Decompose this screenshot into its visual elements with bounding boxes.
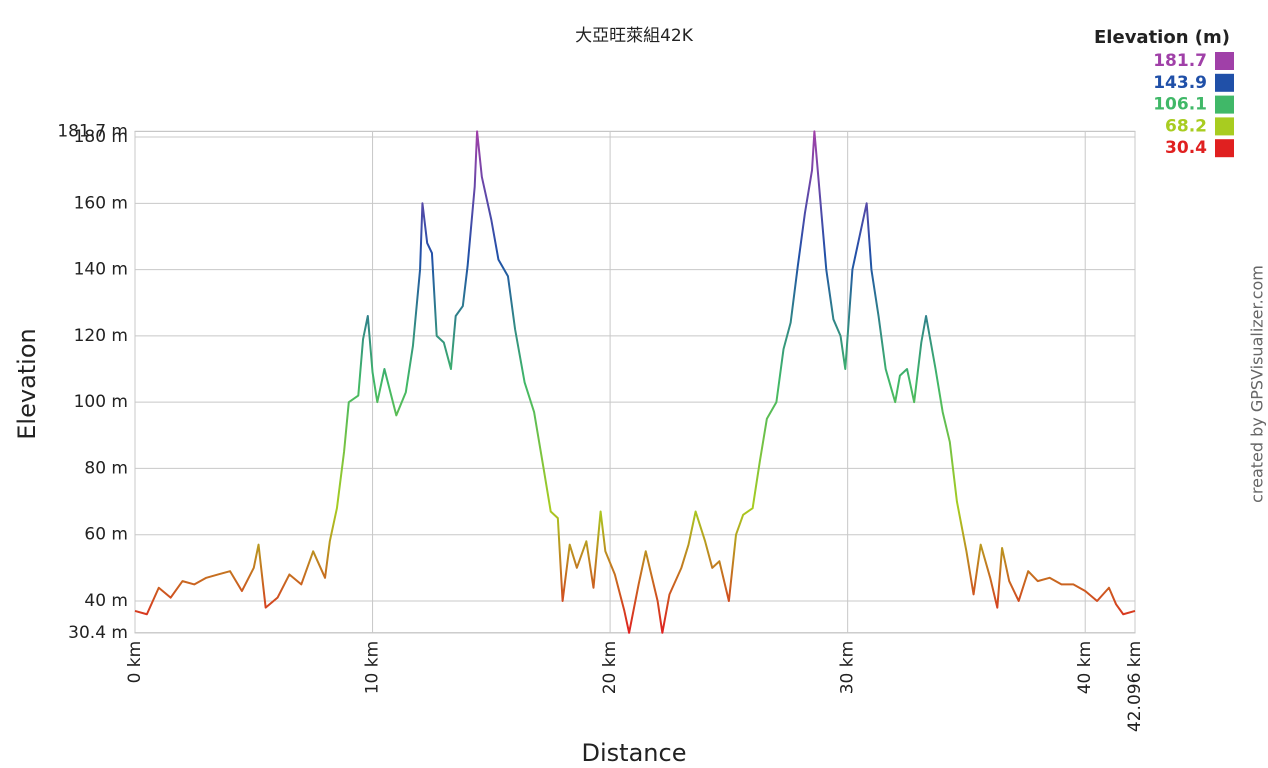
y-tick-label: 80 m: [84, 458, 128, 478]
legend-swatch: [1215, 52, 1234, 70]
legend-label: 143.9: [1153, 73, 1207, 93]
y-tick-label: 140 m: [74, 260, 128, 280]
y-tick-label: 40 m: [84, 591, 128, 611]
legend-swatch: [1215, 117, 1234, 136]
y-axis-label: Elevation: [13, 328, 41, 439]
y-tick-label: 30.4 m: [68, 623, 128, 643]
y-tick-label: 60 m: [84, 525, 128, 545]
chart-title: 大亞旺萊組42K: [575, 26, 694, 46]
y-tick-label: 120 m: [74, 326, 128, 346]
legend-label: 30.4: [1165, 138, 1207, 158]
y-tick-label: 160 m: [74, 193, 128, 213]
y-tick-label: 180 m: [74, 127, 128, 147]
x-tick-label: 0 km: [125, 641, 145, 684]
x-tick-label: 40 km: [1075, 641, 1095, 694]
legend-swatch: [1215, 139, 1234, 158]
x-tick-label: 30 km: [838, 641, 858, 694]
legend-swatch: [1215, 95, 1234, 114]
x-tick-label: 10 km: [363, 641, 383, 694]
legend-swatch: [1215, 73, 1234, 92]
credit: created by GPSVisualizer.com: [1248, 265, 1267, 503]
plot-area: [134, 130, 1136, 634]
y-tick-label: 181.7 m: [57, 121, 128, 141]
x-tick-label: 42.096 km: [1125, 641, 1145, 732]
legend-title: Elevation (m): [1094, 27, 1230, 48]
x-tick-label: 20 km: [600, 641, 620, 694]
legend-label: 68.2: [1165, 116, 1207, 136]
x-axis-label: Distance: [582, 739, 687, 767]
legend-label: 181.7: [1153, 51, 1207, 71]
elevation-line: [134, 130, 1136, 634]
y-tick-label: 100 m: [74, 392, 128, 412]
legend-label: 106.1: [1153, 95, 1207, 115]
